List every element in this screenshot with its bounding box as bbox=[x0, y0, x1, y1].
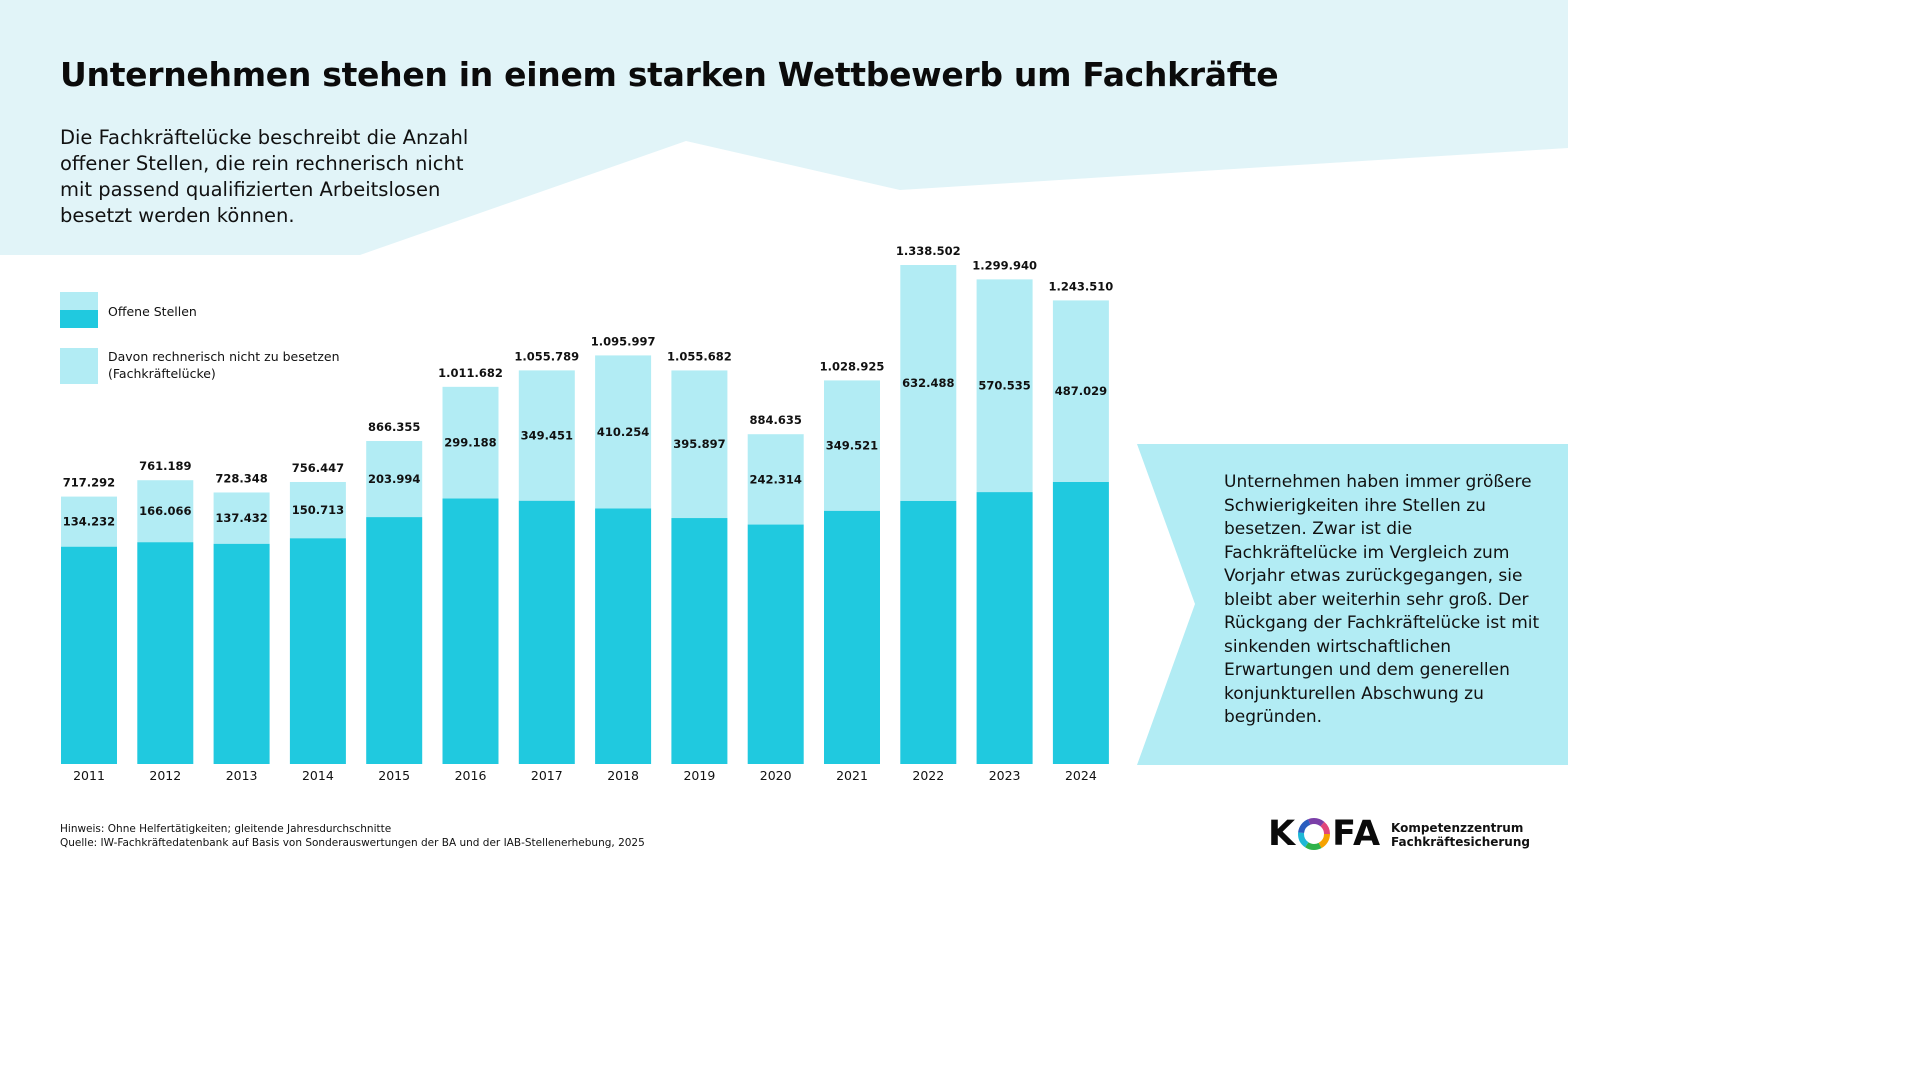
logo-letters-fa: FA bbox=[1332, 814, 1382, 854]
label-total-2019: 1.055.682 bbox=[667, 349, 732, 363]
bar-open-2013 bbox=[213, 543, 270, 764]
bar-gap-2017 bbox=[518, 370, 575, 501]
label-total-2023: 1.299.940 bbox=[972, 258, 1037, 272]
label-total-2024: 1.243.510 bbox=[1049, 279, 1114, 293]
x-tick-2024: 2024 bbox=[1065, 768, 1097, 783]
logo-letter-k: K bbox=[1268, 814, 1297, 854]
footnote-hint: Hinweis: Ohne Helfertätigkeiten; gleiten… bbox=[60, 823, 392, 835]
label-gap-2017: 349.451 bbox=[521, 429, 573, 443]
bar-open-2024 bbox=[1052, 481, 1109, 764]
label-total-2011: 717.292 bbox=[63, 476, 115, 490]
label-gap-2012: 166.066 bbox=[139, 504, 191, 518]
legend-swatch-gap bbox=[60, 348, 98, 384]
page-title: Unternehmen stehen in einem starken Wett… bbox=[60, 55, 1279, 94]
bar-gap-2011 bbox=[61, 496, 117, 547]
label-total-2021: 1.028.925 bbox=[820, 359, 885, 373]
bar-gap-2023 bbox=[976, 279, 1033, 493]
callout-text: Unternehmen haben immer größere Schwieri… bbox=[1224, 472, 1540, 727]
label-gap-2015: 203.994 bbox=[368, 472, 420, 486]
label-gap-2013: 137.432 bbox=[215, 511, 267, 525]
bar-gap-2022 bbox=[900, 265, 957, 501]
bar-gap-2020 bbox=[747, 434, 804, 525]
logo-subtitle: Kompetenzzentrum Fachkräftesicherung bbox=[1391, 821, 1530, 849]
bar-open-2016 bbox=[442, 498, 499, 764]
x-tick-2016: 2016 bbox=[455, 768, 487, 783]
label-gap-2020: 242.314 bbox=[750, 472, 802, 486]
background-shapes bbox=[0, 0, 1568, 765]
bar-gap-2018 bbox=[595, 355, 652, 509]
bar-open-2023 bbox=[976, 492, 1033, 764]
label-total-2013: 728.348 bbox=[215, 471, 267, 485]
top-band bbox=[0, 0, 1568, 255]
bar-gap-2012 bbox=[137, 480, 194, 543]
legend-label-gap-line1: Davon rechnerisch nicht zu besetzen bbox=[108, 349, 340, 364]
label-gap-2016: 299.188 bbox=[444, 436, 496, 450]
footnote: Hinweis: Ohne Helfertätigkeiten; gleiten… bbox=[60, 822, 645, 850]
bar-gap-2016 bbox=[442, 386, 499, 499]
legend-swatch-open-positions bbox=[60, 292, 98, 328]
label-gap-2022: 632.488 bbox=[902, 376, 954, 390]
x-tick-2014: 2014 bbox=[302, 768, 334, 783]
logo-subtitle-line2: Fachkräftesicherung bbox=[1391, 835, 1530, 849]
bar-open-2012 bbox=[137, 542, 194, 764]
bar-gap-2024 bbox=[1052, 300, 1109, 482]
bar-open-2018 bbox=[595, 508, 652, 764]
label-total-2012: 761.189 bbox=[139, 459, 191, 473]
x-tick-2023: 2023 bbox=[989, 768, 1021, 783]
bar-gap-2013 bbox=[213, 492, 270, 544]
x-tick-2021: 2021 bbox=[836, 768, 868, 783]
label-gap-2014: 150.713 bbox=[292, 503, 344, 517]
callout-shape bbox=[1137, 444, 1568, 765]
legend-label-open-positions: Offene Stellen bbox=[108, 304, 197, 319]
bar-open-2021 bbox=[824, 510, 880, 764]
bar-gap-2021 bbox=[824, 380, 880, 511]
label-gap-2021: 349.521 bbox=[826, 439, 878, 453]
legend-label-gap-line2: (Fachkräftelücke) bbox=[108, 366, 216, 381]
bar-open-2022 bbox=[900, 500, 957, 764]
bar-gap-2015 bbox=[366, 441, 423, 518]
x-tick-2017: 2017 bbox=[531, 768, 563, 783]
bar-gap-2014 bbox=[289, 481, 346, 539]
bar-gap-2019 bbox=[671, 370, 728, 519]
x-tick-2015: 2015 bbox=[378, 768, 410, 783]
x-tick-2019: 2019 bbox=[683, 768, 715, 783]
label-gap-2019: 395.897 bbox=[673, 437, 725, 451]
logo-wordmark: K FA bbox=[1268, 812, 1381, 856]
bar-open-2015 bbox=[366, 517, 423, 764]
bar-open-2020 bbox=[747, 524, 804, 764]
bar-open-2014 bbox=[289, 538, 346, 764]
x-tick-2013: 2013 bbox=[226, 768, 258, 783]
x-tick-2020: 2020 bbox=[760, 768, 792, 783]
label-total-2022: 1.338.502 bbox=[896, 244, 961, 258]
stacked-bar-chart: 717.292 134.232 2011 761.189 166.066 2012 728.… bbox=[61, 244, 1114, 783]
label-gap-2011: 134.232 bbox=[63, 515, 115, 529]
label-total-2014: 756.447 bbox=[292, 461, 344, 475]
label-total-2020: 884.635 bbox=[750, 413, 802, 427]
x-tick-2011: 2011 bbox=[73, 768, 105, 783]
aperture-icon bbox=[1298, 818, 1331, 850]
intro-text: Die Fachkräftelücke beschreibt die Anzah… bbox=[60, 126, 469, 227]
bar-open-2011 bbox=[61, 546, 117, 764]
logo-subtitle-line1: Kompetenzzentrum bbox=[1391, 821, 1524, 835]
label-total-2018: 1.095.997 bbox=[591, 334, 656, 348]
bar-open-2017 bbox=[518, 500, 575, 764]
label-gap-2023: 570.535 bbox=[978, 379, 1030, 393]
x-tick-2018: 2018 bbox=[607, 768, 639, 783]
x-tick-2012: 2012 bbox=[149, 768, 181, 783]
label-total-2017: 1.055.789 bbox=[514, 349, 579, 363]
footnote-source: Quelle: IW-Fachkräftedatenbank auf Basis… bbox=[60, 837, 645, 849]
label-total-2016: 1.011.682 bbox=[438, 366, 503, 380]
label-total-2015: 866.355 bbox=[368, 420, 420, 434]
bar-open-2019 bbox=[671, 518, 728, 764]
label-gap-2024: 487.029 bbox=[1055, 384, 1107, 398]
x-tick-2022: 2022 bbox=[912, 768, 944, 783]
label-gap-2018: 410.254 bbox=[597, 425, 649, 439]
